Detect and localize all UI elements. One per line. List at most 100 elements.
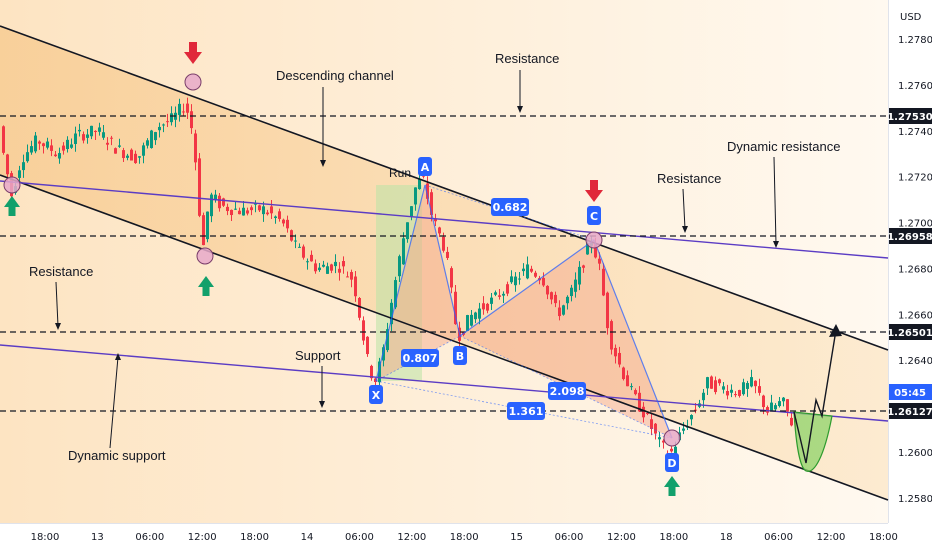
price-tag: 1.27530	[887, 108, 932, 124]
svg-text:X: X	[372, 389, 381, 402]
time-tick-label: 18:00	[869, 532, 898, 543]
candle	[326, 262, 329, 274]
candle	[270, 200, 273, 219]
candle	[534, 270, 537, 279]
candle	[654, 422, 657, 440]
ratio-label: 1.361	[507, 402, 545, 420]
svg-text:C: C	[590, 210, 598, 223]
annotation-dynamic-resistance: Dynamic resistance	[727, 139, 840, 154]
projection-arrowhead	[829, 324, 842, 337]
candle	[606, 291, 609, 335]
svg-text:0.682: 0.682	[493, 201, 528, 214]
candle	[38, 140, 41, 150]
candle	[582, 264, 585, 273]
price-tick-label: 1.27200	[898, 173, 932, 184]
candle	[570, 284, 573, 302]
time-tick-label: 13	[91, 532, 104, 543]
candle	[282, 218, 285, 227]
price-tick-label: 1.27600	[898, 81, 932, 92]
price-tag: 1.26958	[887, 228, 932, 244]
candle	[158, 122, 161, 138]
candle	[466, 314, 469, 332]
candle	[278, 208, 281, 222]
candle	[150, 129, 153, 149]
candle	[18, 165, 21, 182]
annotation-arrowheads	[55, 106, 779, 408]
candle	[138, 156, 141, 164]
candle	[574, 272, 577, 298]
candle	[350, 269, 353, 288]
candle	[410, 205, 413, 221]
candle	[502, 291, 505, 304]
candle	[382, 344, 385, 367]
candle	[242, 200, 245, 216]
candle	[618, 346, 621, 368]
candle	[790, 412, 793, 427]
candle	[414, 187, 417, 211]
candle	[542, 272, 545, 287]
candle	[378, 357, 381, 387]
candle	[178, 98, 181, 122]
candle	[202, 212, 205, 246]
candle	[306, 258, 309, 270]
candle	[706, 376, 709, 396]
down-arrow-icon	[184, 42, 202, 64]
candle	[642, 402, 645, 423]
touch-circle	[585, 231, 603, 249]
candle	[474, 311, 477, 324]
candle	[746, 380, 749, 397]
candle	[610, 319, 613, 355]
candle	[482, 296, 485, 315]
price-tick-label: 1.26600	[898, 310, 932, 321]
candle	[218, 192, 221, 212]
candle	[286, 215, 289, 233]
candle	[58, 147, 61, 164]
candle	[294, 234, 297, 249]
candle	[478, 302, 481, 325]
point-label-a: A	[418, 157, 432, 176]
candle	[262, 201, 265, 222]
candle	[386, 322, 389, 353]
dynamic-resistance-line	[0, 180, 889, 259]
point-label-c: C	[587, 206, 601, 225]
candle	[30, 140, 33, 155]
touch-circle	[196, 247, 214, 265]
projection-path	[793, 329, 837, 464]
time-tick-label: 06:00	[555, 532, 584, 543]
bcd-triangle	[460, 240, 672, 438]
candle	[754, 380, 757, 394]
candle	[614, 344, 617, 364]
channel-lower-line	[0, 174, 889, 501]
price-tag: 05:45	[889, 384, 932, 400]
candle	[86, 129, 89, 144]
candle	[662, 439, 665, 449]
candle	[498, 288, 501, 300]
time-axis-panel	[0, 523, 888, 550]
price-tick-label: 1.26400	[898, 356, 932, 367]
candle	[342, 256, 345, 274]
time-tick-label: 12:00	[607, 532, 636, 543]
price-tick-label: 1.27400	[898, 127, 932, 138]
candle	[354, 271, 357, 302]
candle	[302, 244, 305, 260]
candle	[486, 302, 489, 314]
svg-text:1.27530: 1.27530	[887, 112, 932, 123]
price-tag: 1.26501	[887, 324, 932, 340]
candle	[118, 138, 121, 148]
candle	[110, 135, 113, 146]
candle	[26, 144, 29, 163]
candle	[362, 316, 365, 345]
candle	[514, 272, 517, 292]
annotation-run: Run	[389, 166, 411, 180]
candle	[94, 130, 97, 140]
candle	[398, 254, 401, 283]
price-tick-label: 1.27800	[898, 35, 932, 46]
time-tick-label: 06:00	[345, 532, 374, 543]
candle	[334, 254, 337, 274]
candle	[126, 153, 129, 161]
candle	[690, 414, 693, 426]
svg-text:1.361: 1.361	[509, 405, 544, 418]
candle	[546, 285, 549, 300]
candle	[70, 138, 73, 149]
candle	[154, 131, 157, 145]
